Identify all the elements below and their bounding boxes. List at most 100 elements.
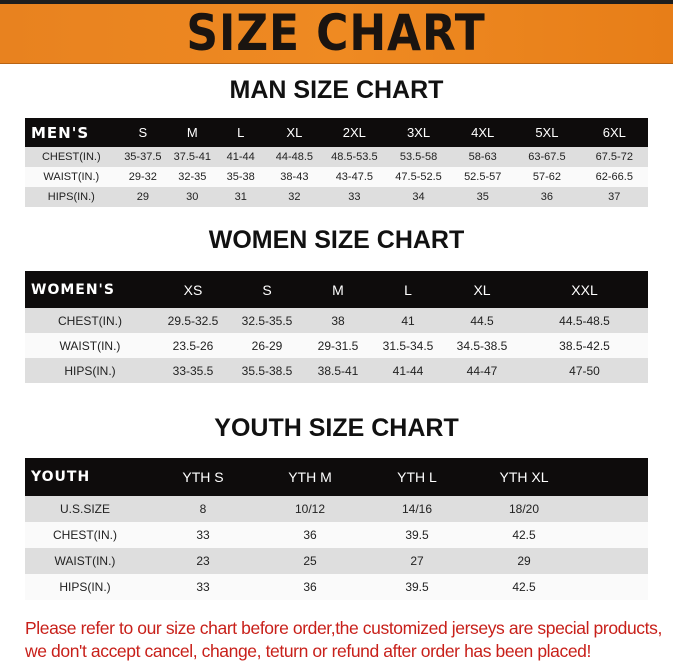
women-table-label: WOMEN'S <box>25 271 155 308</box>
men-table-label: MEN'S <box>25 118 118 147</box>
size-value: 32-35 <box>168 167 217 187</box>
size-value: 38.5-42.5 <box>521 333 648 358</box>
size-value: 41 <box>373 308 443 333</box>
size-header: 6XL <box>580 118 648 147</box>
size-value: 37 <box>580 187 648 207</box>
women-header-row: WOMEN'S XS S M L XL XXL <box>25 271 648 308</box>
size-value: 36 <box>261 574 359 600</box>
size-value: 31 <box>216 187 265 207</box>
size-value: 58-63 <box>452 147 514 167</box>
size-value: 23 <box>145 548 261 574</box>
size-header: S <box>231 271 303 308</box>
measurement-label: HIPS(IN.) <box>25 358 155 383</box>
size-value: 8 <box>145 496 261 522</box>
size-header: 5XL <box>513 118 581 147</box>
table-row: CHEST(IN.) 35-37.5 37.5-41 41-44 44-48.5 48.5… <box>25 147 648 167</box>
size-value: 44-48.5 <box>264 147 324 167</box>
size-value: 27 <box>359 548 475 574</box>
size-value: 43-47.5 <box>323 167 385 187</box>
size-value: 36 <box>261 522 359 548</box>
size-header: XL <box>264 118 324 147</box>
size-header: XXL <box>521 271 648 308</box>
size-header: 2XL <box>323 118 385 147</box>
size-value: 26-29 <box>231 333 303 358</box>
measurement-label: WAIST(IN.) <box>25 548 145 574</box>
measurement-label: CHEST(IN.) <box>25 147 118 167</box>
table-row: HIPS(IN.) 33-35.5 35.5-38.5 38.5-41 41-44 44-… <box>25 358 648 383</box>
size-header: 3XL <box>384 118 453 147</box>
order-notice: Please refer to our size chart before or… <box>25 617 665 663</box>
size-value: 38 <box>303 308 373 333</box>
size-value: 42.5 <box>475 522 573 548</box>
table-row: CHEST(IN.) 29.5-32.5 32.5-35.5 38 41 44.5 44.5… <box>25 308 648 333</box>
size-header: L <box>216 118 265 147</box>
size-value: 41-44 <box>373 358 443 383</box>
size-header: XS <box>155 271 231 308</box>
size-value: 38-43 <box>264 167 324 187</box>
notice-line-2: we don't accept cancel, change, teturn o… <box>25 641 591 661</box>
size-value: 33 <box>323 187 385 207</box>
size-value: 44-47 <box>443 358 521 383</box>
size-header: YTH S <box>145 458 261 496</box>
size-value: 52.5-57 <box>452 167 514 187</box>
top-bar <box>0 0 673 4</box>
size-value: 41-44 <box>216 147 265 167</box>
size-value: 29-31.5 <box>303 333 373 358</box>
size-value: 33 <box>145 574 261 600</box>
size-value: 30 <box>168 187 217 207</box>
size-value: 34 <box>384 187 453 207</box>
size-value: 29 <box>117 187 169 207</box>
size-value: 29 <box>475 548 573 574</box>
size-value: 39.5 <box>359 574 475 600</box>
youth-table-label: YOUTH <box>25 458 145 496</box>
size-header: M <box>168 118 217 147</box>
size-value: 44.5 <box>443 308 521 333</box>
table-row: WAIST(IN.) 29-32 32-35 35-38 38-43 43-47.5 47.… <box>25 167 648 187</box>
youth-header-row: YOUTH YTH S YTH M YTH L YTH XL <box>25 458 648 496</box>
banner-title: SIZE CHART <box>186 4 487 62</box>
men-size-table: MEN'S S M L XL 2XL 3XL 4XL 5XL 6XL CHEST(IN.) 35-37… <box>25 118 648 207</box>
notice-line-1: Please refer to our size chart before or… <box>25 618 662 638</box>
measurement-label: WAIST(IN.) <box>25 333 155 358</box>
size-value: 39.5 <box>359 522 475 548</box>
size-header: S <box>117 118 169 147</box>
size-value: 29.5-32.5 <box>155 308 231 333</box>
measurement-label: WAIST(IN.) <box>25 167 118 187</box>
size-value: 10/12 <box>261 496 359 522</box>
size-value: 38.5-41 <box>303 358 373 383</box>
table-row: CHEST(IN.) 33 36 39.5 42.5 <box>25 522 648 548</box>
size-header: 4XL <box>452 118 514 147</box>
size-value: 44.5-48.5 <box>521 308 648 333</box>
size-value: 36 <box>513 187 581 207</box>
size-header: L <box>373 271 443 308</box>
size-value: 53.5-58 <box>384 147 453 167</box>
table-row: U.S.SIZE 8 10/12 14/16 18/20 <box>25 496 648 522</box>
size-header: YTH M <box>261 458 359 496</box>
women-size-table: WOMEN'S XS S M L XL XXL CHEST(IN.) 29.5-32.5 32.5… <box>25 271 648 383</box>
size-value: 23.5-26 <box>155 333 231 358</box>
size-value: 63-67.5 <box>513 147 581 167</box>
table-row: HIPS(IN.) 33 36 39.5 42.5 <box>25 574 648 600</box>
size-value: 35-37.5 <box>117 147 169 167</box>
size-value: 47-50 <box>521 358 648 383</box>
size-value: 35-38 <box>216 167 265 187</box>
size-header: YTH L <box>359 458 475 496</box>
table-row: WAIST(IN.) 23 25 27 29 <box>25 548 648 574</box>
size-chart-banner: SIZE CHART <box>0 4 673 64</box>
size-value <box>573 574 648 600</box>
measurement-label: CHEST(IN.) <box>25 308 155 333</box>
measurement-label: U.S.SIZE <box>25 496 145 522</box>
men-header-row: MEN'S S M L XL 2XL 3XL 4XL 5XL 6XL <box>25 118 648 147</box>
size-value: 62-66.5 <box>580 167 648 187</box>
measurement-label: HIPS(IN.) <box>25 187 118 207</box>
size-value: 34.5-38.5 <box>443 333 521 358</box>
size-value: 37.5-41 <box>168 147 217 167</box>
size-value: 31.5-34.5 <box>373 333 443 358</box>
size-value: 29-32 <box>117 167 169 187</box>
size-value: 32 <box>264 187 324 207</box>
women-section-title: WOMEN SIZE CHART <box>208 226 465 254</box>
size-value <box>573 548 648 574</box>
measurement-label: CHEST(IN.) <box>25 522 145 548</box>
size-value: 67.5-72 <box>580 147 648 167</box>
size-value <box>573 522 648 548</box>
